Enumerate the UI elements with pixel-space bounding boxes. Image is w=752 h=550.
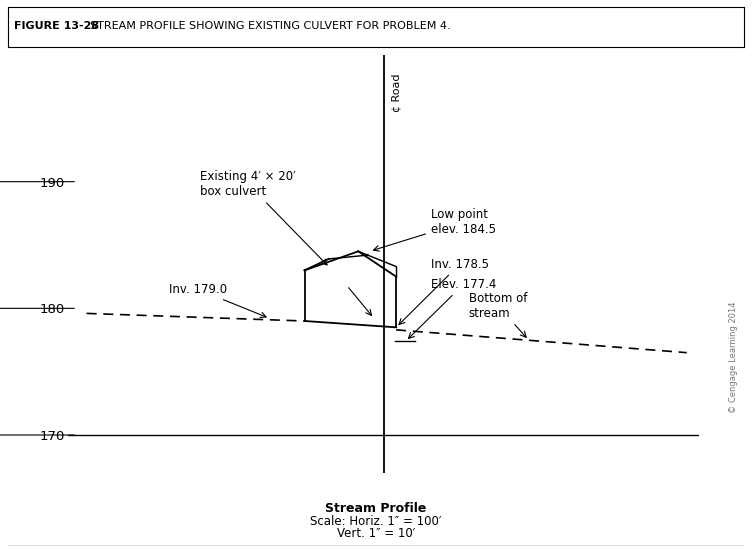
Text: ¢ Road: ¢ Road [391,74,401,113]
Text: Bottom of
stream: Bottom of stream [468,292,527,337]
Text: STREAM PROFILE SHOWING EXISTING CULVERT FOR PROBLEM 4.: STREAM PROFILE SHOWING EXISTING CULVERT … [83,21,450,31]
Text: Elev. 177.4: Elev. 177.4 [408,278,496,338]
Text: © Cengage Learning 2014: © Cengage Learning 2014 [729,302,738,413]
Text: Vert. 1″ = 10′: Vert. 1″ = 10′ [337,527,415,540]
Text: Existing 4′ × 20′
box culvert: Existing 4′ × 20′ box culvert [200,170,327,265]
Text: FIGURE 13-28: FIGURE 13-28 [14,21,99,31]
Text: Scale: Horiz. 1″ = 100′: Scale: Horiz. 1″ = 100′ [311,515,441,528]
Text: Inv. 178.5: Inv. 178.5 [399,257,489,324]
Text: Low point
elev. 184.5: Low point elev. 184.5 [374,208,496,251]
Text: Stream Profile: Stream Profile [326,502,426,515]
Text: Inv. 179.0: Inv. 179.0 [168,283,266,317]
